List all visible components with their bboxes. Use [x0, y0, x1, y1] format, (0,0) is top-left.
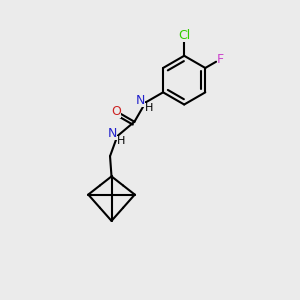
Text: N: N [136, 94, 145, 107]
Text: H: H [117, 136, 126, 146]
Text: N: N [107, 128, 117, 140]
Text: O: O [111, 105, 121, 118]
Text: Cl: Cl [178, 29, 190, 42]
Text: H: H [145, 103, 153, 113]
Text: F: F [217, 53, 224, 66]
